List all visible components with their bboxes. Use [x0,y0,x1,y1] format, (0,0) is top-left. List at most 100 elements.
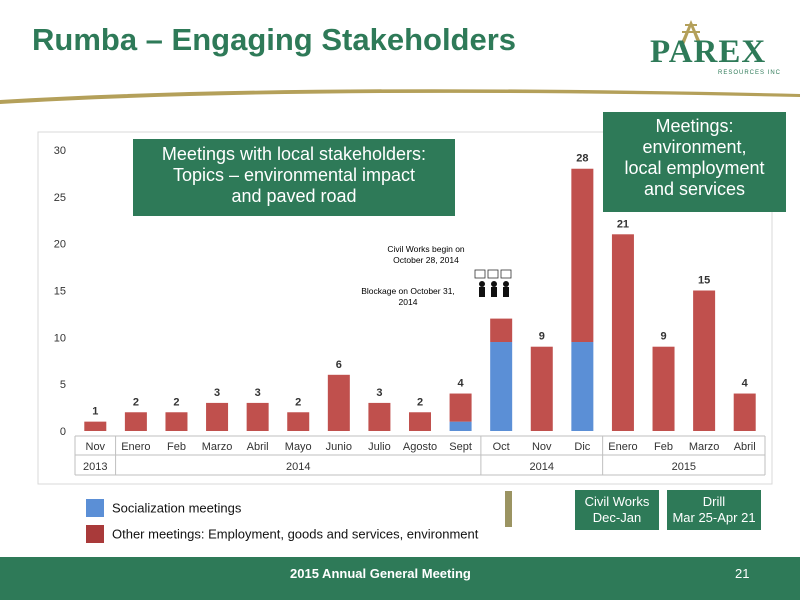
bar-socialization [571,342,594,431]
x-tick-label: Sept [449,441,472,453]
page-title: Rumba – Engaging Stakeholders [32,22,517,57]
y-tick-label: 0 [60,426,66,438]
protest-icon [474,269,512,297]
x-tick-label: Enero [121,441,150,453]
callout-line: Topics – environmental impact [172,165,416,185]
x-tick-label: Agosto [403,441,437,453]
callout-local-stakeholders: Meetings with local stakeholders: Topics… [133,139,455,216]
x-tick-label: Nov [86,441,106,453]
x-tick-label: Abril [247,441,269,453]
phase-line: Mar 25-Apr 21 [672,510,756,525]
bar-total-label: 4 [458,378,465,390]
bar-total-label: 28 [576,153,588,165]
callout-line: local employment [624,158,765,178]
y-tick-label: 30 [54,145,66,157]
bar-total-label: 21 [617,218,629,230]
bar-other [165,412,188,431]
bar-other [327,374,350,431]
callout-meetings-topics: Meetings: environment, local employment … [603,112,786,212]
legend-socialization: Socialization meetings [86,499,241,517]
callout-line: Meetings: [655,116,734,136]
annotation-line: October 28, 2014 [393,255,459,265]
header-swoosh [0,89,800,104]
bar-total-label: 2 [133,396,139,408]
legend-swatch-blue [86,499,104,517]
bar-total-label: 4 [742,378,749,390]
bar-total-label: 2 [295,396,301,408]
x-tick-label: Feb [167,441,186,453]
x-tick-label: Abril [734,441,756,453]
bar-total-label: 3 [255,387,261,399]
y-tick-label: 15 [54,286,66,298]
phase-drill: Drill Mar 25-Apr 21 [667,490,761,530]
bar-group [84,168,756,431]
callout-line: and paved road [231,186,357,206]
total-labels: 1 2 2 3 3 2 6 3 2 4 9 28 21 9 15 4 [92,153,748,418]
y-tick-label: 25 [54,192,66,204]
footer-bar [0,557,800,600]
bar-total-label: 3 [214,387,220,399]
phase-line: Dec-Jan [592,510,642,525]
bar-other [206,402,229,431]
annotation-blockage: Blockage on October 31, 2014 [358,286,458,308]
bar-other [409,412,431,431]
phase-line: Drill [702,494,726,509]
phase-line: Civil Works [584,494,650,509]
legend-other: Other meetings: Employment, goods and se… [86,525,478,543]
phase-civil-works: Civil Works Dec-Jan [575,490,659,530]
callout-line: environment, [642,137,747,157]
footer-text: 2015 Annual General Meeting [290,566,471,581]
bar-total-label: 3 [376,387,382,399]
bar-total-label: 2 [173,396,179,408]
x-tick-label: Julio [368,441,391,453]
derrick-icon [680,20,702,45]
bar-other [246,402,269,431]
x-tick-label: Junio [326,441,352,453]
page-number: 21 [735,566,750,581]
year-label: 2014 [530,461,554,473]
x-tick-label: Oct [493,441,510,453]
bar-other [733,393,756,431]
bar-total-label: 1 [92,406,98,418]
bar-other [124,412,147,431]
bar-socialization [490,342,513,431]
bar-other [530,346,553,431]
bar-total-label: 15 [698,275,710,287]
bar-other [652,346,675,431]
annotation-civil-works: Civil Works begin on October 28, 2014 [376,244,476,266]
bar-other [611,234,634,431]
legend-label: Other meetings: Employment, goods and se… [112,526,479,542]
bar-total-label: 2 [417,396,423,408]
bar-other [287,412,310,431]
callout-line: and services [643,179,746,199]
bar-other [84,421,107,431]
x-tick-label: Dic [574,441,590,453]
logo-subtitle: RESOURCES INC [718,70,782,76]
year-label: 2015 [672,461,696,473]
x-tick-label: Feb [654,441,673,453]
annotation-line: Blockage on October 31, [361,286,455,296]
y-tick-label: 20 [54,239,66,251]
x-tick-label: Nov [532,441,552,453]
year-label: 2013 [83,461,107,473]
bar-total-label: 6 [336,359,342,371]
x-tick-label: Mayo [285,441,312,453]
bar-other [368,402,391,431]
divider-bar [505,491,512,527]
x-tick-label: Marzo [202,441,233,453]
annotation-line: 2014 [398,297,418,307]
callout-line: Meetings with local stakeholders: [161,144,427,164]
bar-other [571,168,594,343]
logo-wordmark: PAREX [650,34,767,70]
y-tick-label: 5 [60,379,66,391]
x-axis: Nov Enero Feb Marzo Abril Mayo Junio Julio Agost… [74,435,766,476]
year-label: 2014 [286,461,310,473]
bar-socialization [449,421,472,431]
y-axis: 0 5 10 15 20 25 30 [54,145,66,438]
legend-label: Socialization meetings [112,500,242,516]
annotation-line: Civil Works begin on [387,244,465,254]
bar-total-label: 9 [539,331,545,343]
bar-total-label: 9 [660,331,666,343]
x-tick-label: Marzo [689,441,720,453]
bar-other [693,290,716,431]
